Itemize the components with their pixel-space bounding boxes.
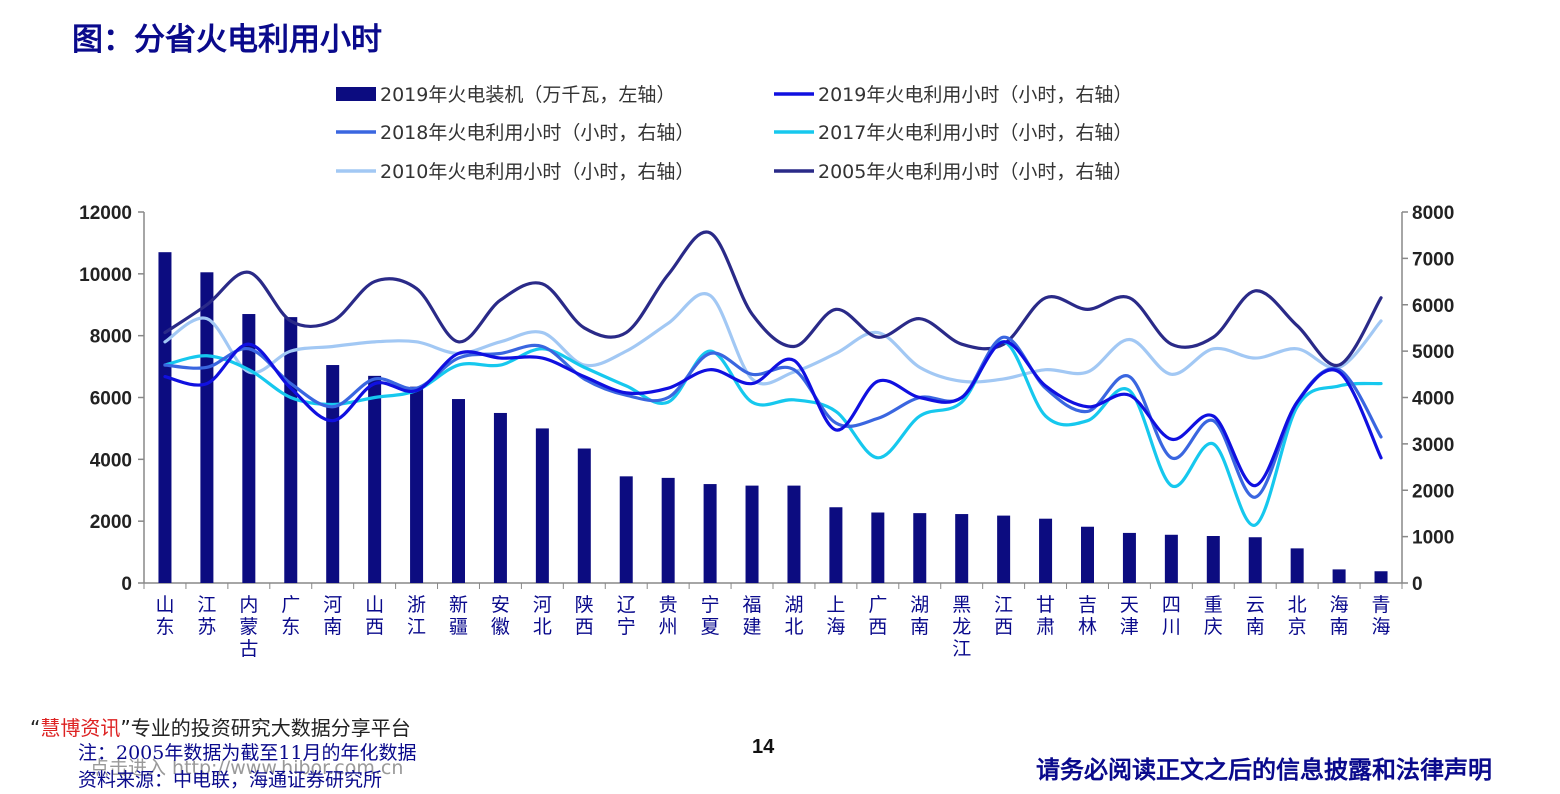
series-line-s2018 (163, 335, 1383, 499)
bar (284, 317, 298, 583)
category-label: 新疆 (449, 594, 468, 638)
right-tick-label: 3000 (1412, 435, 1454, 456)
bar (1081, 526, 1094, 583)
bar (619, 476, 633, 583)
bar (158, 252, 172, 584)
legend-swatch-bar (336, 87, 376, 101)
category-label: 河南 (323, 594, 342, 638)
bar (493, 412, 507, 583)
bar (1290, 548, 1304, 583)
bar (913, 513, 927, 583)
bar (829, 507, 843, 583)
bar (1122, 532, 1136, 583)
page-title: 图：分省火电利用小时 (72, 22, 382, 58)
category-label: 天津 (1120, 594, 1139, 638)
category-label: 福建 (743, 594, 762, 638)
left-tick-label: 0 (121, 574, 132, 595)
series-line-s2019 (163, 340, 1383, 488)
bar (745, 485, 759, 583)
bar (410, 386, 424, 583)
bar (661, 477, 675, 583)
left-tick-label: 2000 (90, 512, 132, 533)
category-label: 辽宁 (617, 594, 636, 638)
legend-label: 2019年火电利用小时（小时，右轴） (818, 84, 1132, 106)
series-line-s2017 (163, 340, 1383, 527)
category-label: 黑龙江 (952, 594, 971, 660)
category-label: 浙江 (407, 594, 426, 638)
category-label: 广西 (868, 594, 887, 638)
legend-label: 2019年火电装机（万千瓦，左轴） (380, 84, 675, 106)
category-label: 安徽 (491, 594, 510, 638)
legend-label: 2018年火电利用小时（小时，右轴） (380, 122, 694, 144)
bar (955, 514, 969, 583)
bar (242, 314, 256, 583)
category-label: 湖南 (910, 594, 929, 638)
category-label: 江西 (994, 594, 1013, 638)
category-label: 海南 (1330, 594, 1349, 638)
series-line-s2005 (163, 230, 1383, 367)
right-tick-label: 1000 (1412, 528, 1454, 549)
bar (871, 512, 885, 583)
bar (368, 375, 382, 583)
bar (1332, 569, 1346, 583)
category-label: 青海 (1372, 594, 1391, 638)
category-label: 广东 (281, 594, 300, 638)
watermark-brand-name: 慧博资讯 (40, 716, 121, 740)
bar (1206, 536, 1220, 583)
bar (1164, 534, 1178, 583)
left-tick-label: 4000 (90, 450, 132, 471)
category-label: 内蒙古 (239, 594, 258, 660)
category-label: 云南 (1246, 594, 1265, 638)
left-tick-label: 6000 (90, 389, 132, 410)
category-label: 河北 (533, 594, 552, 638)
category-label: 甘肃 (1036, 594, 1055, 638)
bar (1374, 571, 1388, 583)
bar (535, 428, 549, 583)
category-label: 北京 (1288, 594, 1307, 638)
category-label: 贵州 (659, 594, 678, 638)
legend-label: 2017年火电利用小时（小时，右轴） (818, 122, 1132, 144)
category-label: 湖北 (784, 594, 803, 638)
legend-label: 2005年火电利用小时（小时，右轴） (818, 161, 1132, 183)
chart-source: 资料来源：中电联，海通证券研究所 (78, 769, 383, 791)
series-line-s2010 (163, 292, 1383, 386)
category-label: 上海 (826, 594, 845, 638)
bar (577, 448, 591, 583)
watermark-link[interactable]: 点击进入 http://www.hibor.com.cn (90, 757, 404, 779)
category-label: 重庆 (1204, 594, 1223, 638)
right-tick-label: 6000 (1412, 296, 1454, 317)
disclaimer: 请务必阅读正文之后的信息披露和法律声明 (1036, 755, 1492, 784)
watermark-open-quote: “ (30, 716, 41, 740)
category-label: 山东 (155, 594, 174, 638)
right-tick-label: 4000 (1412, 389, 1454, 410)
category-label: 四川 (1162, 594, 1181, 638)
category-label: 陕西 (575, 594, 594, 638)
bar (703, 484, 717, 583)
watermark-tagline: ”专业的投资研究大数据分享平台 (120, 716, 411, 740)
left-tick-label: 10000 (79, 265, 132, 286)
category-label: 山西 (365, 594, 384, 638)
right-tick-label: 2000 (1412, 481, 1454, 502)
bar (997, 515, 1011, 583)
right-tick-label: 0 (1412, 574, 1423, 595)
category-label: 江苏 (197, 594, 216, 638)
page-number: 14 (752, 736, 775, 758)
legend-label: 2010年火电利用小时（小时，右轴） (380, 161, 694, 183)
left-tick-label: 12000 (79, 203, 132, 224)
category-label: 宁夏 (701, 594, 720, 638)
bar (1039, 518, 1053, 583)
watermark-brand: “慧博资讯”专业的投资研究大数据分享平台 (30, 712, 411, 741)
right-tick-label: 7000 (1412, 249, 1454, 270)
chart-note: 注：2005年数据为截至11月的年化数据 (78, 742, 417, 764)
bar (787, 485, 801, 583)
right-tick-label: 8000 (1412, 203, 1454, 224)
category-label: 吉林 (1078, 594, 1097, 638)
left-tick-label: 8000 (90, 327, 132, 348)
right-tick-label: 5000 (1412, 342, 1454, 363)
bar (1248, 537, 1262, 583)
bar (200, 272, 214, 583)
bar (326, 365, 340, 583)
bar (452, 399, 465, 583)
